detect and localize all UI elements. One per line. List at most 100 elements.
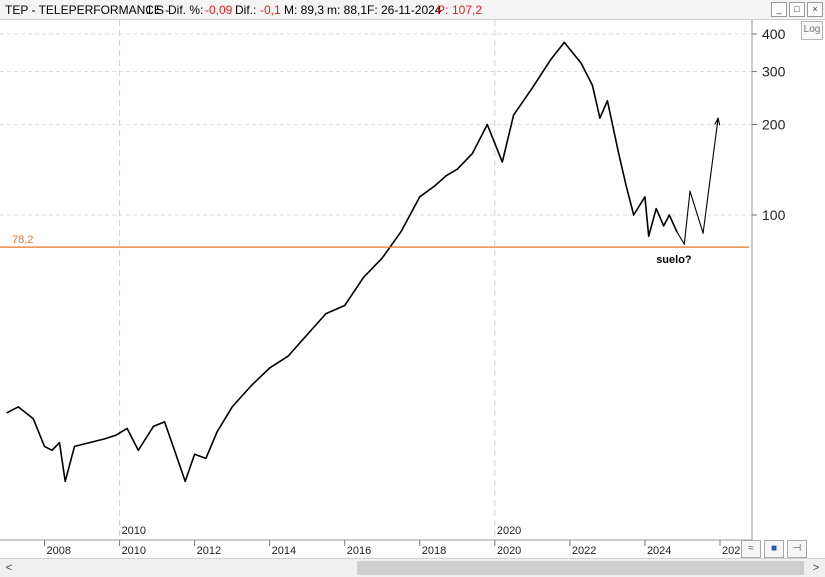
price-label: P: [437, 3, 449, 17]
price-point [88, 441, 91, 444]
min-label: m: 88,1 [327, 3, 368, 17]
price-point [668, 214, 670, 216]
x-tick-label: 2026 [722, 545, 746, 557]
price-point [486, 123, 488, 126]
y-tick-label: 400 [762, 26, 786, 42]
x-tick-label: 2018 [422, 545, 446, 557]
price-point [599, 117, 601, 119]
price-point [306, 334, 308, 336]
price-point [231, 406, 233, 408]
y-tick-label: 300 [762, 64, 786, 80]
price-point [434, 185, 436, 187]
era-label: 2020 [497, 525, 521, 537]
scroll-left-icon[interactable]: < [5, 562, 13, 574]
price-point [655, 208, 657, 210]
price-point [625, 185, 627, 187]
price-point [445, 175, 447, 177]
scroll-thumb[interactable] [357, 561, 804, 575]
projection-point [676, 231, 678, 233]
indicator-icon[interactable]: ≈ [741, 540, 761, 558]
y-tick-label: 200 [762, 117, 786, 133]
suelo-annotation: suelo? [656, 254, 692, 266]
price-point [194, 453, 196, 455]
dif-label: Dif.: [235, 3, 257, 17]
price-point [115, 434, 117, 436]
chart-tools: ≈ ■ ⊣ [741, 540, 807, 558]
y-tick-label: 100 [762, 207, 786, 223]
log-scale-toggle[interactable]: Log [801, 21, 823, 40]
support-line: 78,2 [0, 234, 749, 248]
date-label: F: 26-11-2024 [367, 3, 442, 17]
price-point [287, 355, 290, 357]
price-point [73, 445, 76, 447]
price-point [51, 449, 53, 451]
price-point [152, 425, 154, 428]
x-tick-label: 2016 [347, 545, 371, 557]
x-tick-label: 2014 [272, 545, 296, 557]
price-point [648, 235, 650, 237]
support-line-label: 78,2 [12, 234, 33, 246]
price-point [6, 412, 8, 414]
price-point [633, 214, 635, 216]
maximize-button[interactable]: □ [789, 2, 805, 17]
price-point [591, 84, 594, 86]
pin-icon[interactable]: ⊣ [787, 540, 807, 558]
price-point [400, 231, 402, 233]
price-point [175, 453, 177, 455]
price-point [325, 312, 327, 315]
price-point [126, 427, 128, 430]
price-point [381, 257, 383, 259]
price-point [344, 304, 346, 307]
price-point [644, 196, 646, 198]
x-tick-label: 2024 [647, 545, 671, 557]
price-point [184, 480, 186, 482]
dif-pct-label: Dif. %: [168, 3, 204, 17]
price-point [663, 225, 665, 227]
projection-point [689, 190, 691, 192]
x-tick-label: 2010 [122, 545, 146, 557]
price-point [205, 457, 207, 460]
close-button[interactable]: × [807, 2, 823, 17]
price-point [471, 153, 473, 155]
price-point [512, 114, 515, 116]
price-point [64, 480, 66, 482]
max-label: M: 89,3 [284, 3, 325, 17]
dif-value: -0,1 [260, 3, 281, 17]
price-series [6, 41, 721, 483]
price-point [103, 438, 106, 440]
price-point [501, 161, 503, 163]
minimize-button[interactable]: _ [771, 2, 787, 17]
price-point [456, 168, 458, 170]
y-axis-ticks: 100 200 300 400 [752, 26, 786, 223]
price-point [531, 87, 533, 89]
save-icon[interactable]: ■ [764, 540, 784, 558]
price-point [17, 406, 19, 408]
price-point [216, 431, 218, 433]
price-point [43, 445, 46, 447]
x-axis-ticks: 2008 2010 2012 2014 2016 2018 2020 2022 2024 2026… [44, 525, 746, 557]
price-point [164, 421, 166, 423]
price-point [419, 196, 421, 198]
price-value: 107,2 [452, 3, 483, 17]
x-tick-label: 2008 [47, 545, 71, 557]
x-tick-label: 2020 [497, 545, 521, 557]
year-dividers [119, 20, 496, 540]
price-point [580, 62, 582, 64]
price-line [6, 41, 678, 483]
price-point [618, 153, 620, 155]
chart-grid [0, 33, 752, 216]
projection-line [676, 118, 719, 245]
era-label: 2010 [122, 525, 146, 537]
price-point [137, 449, 139, 451]
x-tick-label: 2012 [197, 545, 221, 557]
price-point [269, 367, 271, 369]
price-point [250, 385, 252, 387]
price-point [563, 41, 565, 44]
price-point [58, 441, 61, 444]
x-tick-label: 2022 [572, 545, 596, 557]
horizontal-scrollbar[interactable]: < > [0, 558, 825, 577]
price-point [362, 276, 365, 279]
scroll-right-icon[interactable]: > [812, 562, 820, 574]
projection-point [683, 243, 685, 245]
